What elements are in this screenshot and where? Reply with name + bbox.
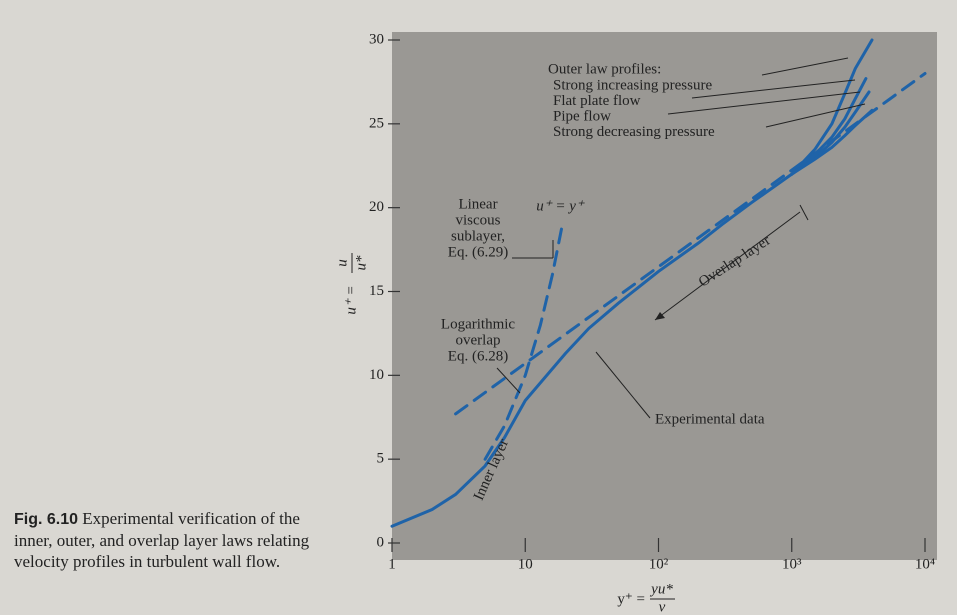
y-tick-label: 25 — [369, 115, 384, 131]
x-tick-label: 10 — [518, 556, 533, 572]
series-line — [790, 77, 868, 176]
series-line — [454, 72, 927, 416]
series-label: u⁺ = y⁺ — [536, 198, 585, 214]
arrowhead — [655, 312, 665, 320]
y-tick-label: 30 — [369, 31, 384, 47]
x-label-num: yu* — [649, 581, 673, 597]
y-tick-label: 15 — [369, 283, 384, 299]
caption-label: Fig. 6.10 — [14, 511, 79, 528]
annotation-line: Logarithmic — [441, 316, 515, 332]
series-line — [790, 38, 874, 176]
leader-line — [496, 367, 521, 394]
series-line — [483, 222, 564, 461]
leader-line — [654, 211, 801, 321]
y-label: u⁺ = u u* — [334, 253, 369, 315]
profile-label: Pipe flow — [553, 108, 611, 124]
plot-background — [392, 32, 937, 560]
leader-line — [799, 204, 809, 221]
x-label-den: ν — [659, 599, 666, 615]
y-tick-label: 20 — [369, 199, 384, 215]
x-tick-label: 10² — [649, 556, 669, 572]
annotation-line: Eq. (6.28) — [448, 348, 508, 364]
y-label-den: u* — [353, 255, 369, 271]
x-label: y⁺ = — [617, 591, 645, 607]
y-tick-label: 0 — [377, 534, 385, 550]
y-label-num: u — [334, 259, 350, 267]
y-tick-label: 5 — [377, 451, 385, 467]
series-line — [390, 172, 794, 528]
profile-label: Strong increasing pressure — [553, 77, 712, 93]
x-tick-label: 10³ — [782, 556, 802, 572]
leader-line — [667, 91, 861, 115]
x-tick-label: 10⁴ — [915, 556, 935, 572]
x-tick-label: 1 — [388, 556, 396, 572]
series-label: Experimental data — [655, 411, 765, 427]
annotation-line: sublayer, — [451, 228, 505, 244]
caption-text: Experimental verification of the inner, … — [14, 509, 310, 571]
y-label-lhs: u⁺ = — [343, 285, 359, 314]
annotation-line: Linear — [458, 196, 497, 212]
leader-line — [765, 103, 866, 128]
annotation-line: viscous — [456, 212, 501, 228]
leader-line — [761, 57, 849, 76]
annotation-line: overlap — [456, 332, 501, 348]
leader-line — [595, 351, 651, 419]
series-line — [790, 108, 874, 176]
outer-label: Outer law profiles: — [548, 61, 661, 77]
caption: Fig. 6.10 Experimental verification of t… — [14, 508, 319, 572]
profile-label: Strong decreasing pressure — [553, 124, 715, 140]
leader-line — [691, 79, 856, 99]
y-tick-label: 10 — [369, 367, 384, 383]
profile-label: Flat plate flow — [553, 93, 641, 109]
annotation-line: Eq. (6.29) — [448, 244, 508, 260]
